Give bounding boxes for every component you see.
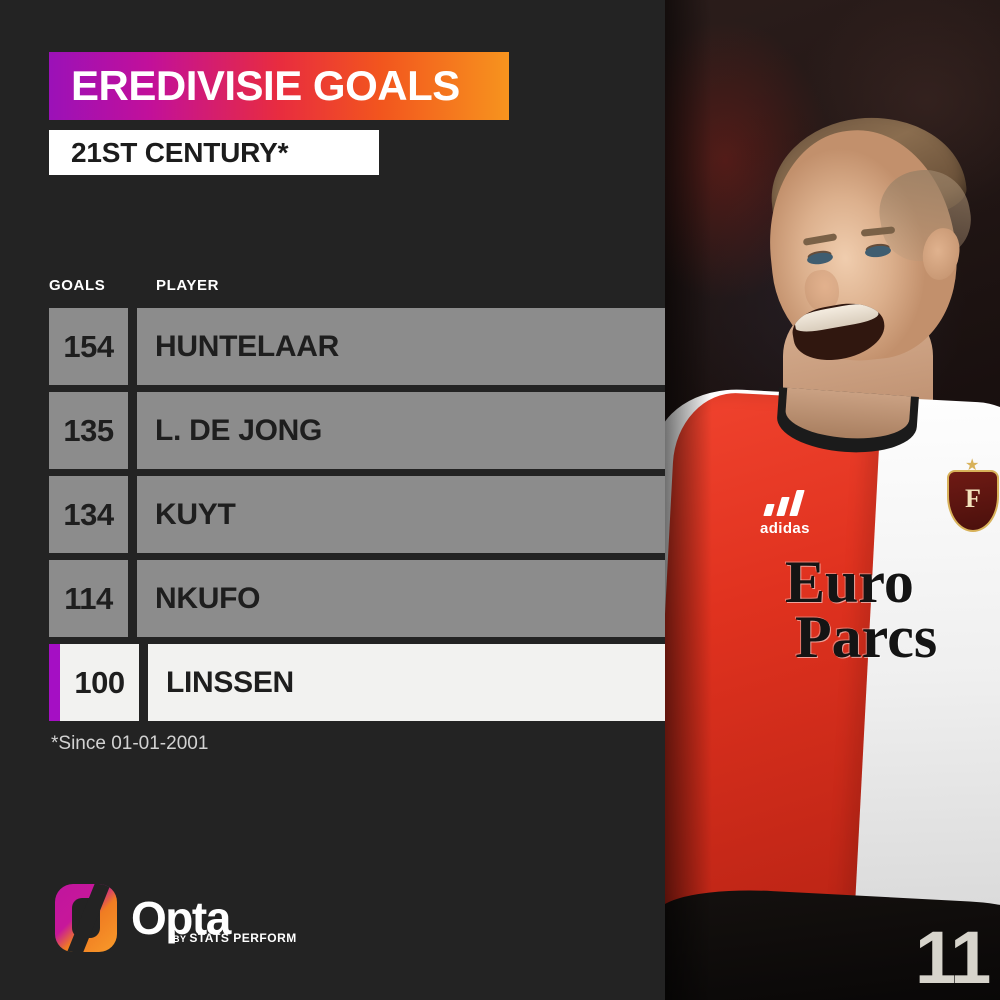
row-goals-value: 135 [49,392,128,469]
column-header-goals: GOALS [49,277,106,294]
opta-logo: Opta BY STATS PERFORM [55,884,296,952]
table-row: 135 L. DE JONG [49,392,665,469]
opta-byline-prefix: BY [173,934,190,944]
column-header-player: PLAYER [156,277,220,294]
row-goals-value: 154 [49,308,128,385]
table-row: 154 HUNTELAAR [49,308,665,385]
subtitle-banner: 21ST CENTURY* [49,130,379,175]
opta-mark-slash [56,884,113,952]
table-row: 134 KUYT [49,476,665,553]
jersey-brand-text: adidas [760,520,810,537]
table-row-highlighted: 100 LINSSEN [49,644,665,721]
page-title: EREDIVISIE GOALS [71,62,460,109]
table-column-headers: GOALS PLAYER [49,277,609,297]
opta-wordmark: Opta [131,892,231,944]
row-gap [128,308,137,385]
opta-wordmark-group: Opta BY STATS PERFORM [131,892,296,945]
opta-byline: BY STATS PERFORM [173,931,297,945]
shorts-number: 11 [915,916,991,999]
jersey-sponsor: Euro Parcs [785,552,1000,671]
row-accent-bar [49,644,60,721]
page-subtitle: 21ST CENTURY* [71,136,289,168]
leaderboard-table: 154 HUNTELAAR 135 L. DE JONG 134 KUYT 11… [49,308,665,728]
row-player-name: HUNTELAAR [137,308,665,385]
footnote: *Since 01-01-2001 [51,733,209,754]
row-player-name: L. DE JONG [137,392,665,469]
adidas-icon [763,490,813,516]
opta-mark-icon [55,884,117,952]
player-photo: adidas Euro Parcs ★ 11 [665,0,1000,1000]
row-goals-value: 114 [49,560,128,637]
row-player-name: NKUFO [137,560,665,637]
row-gap [139,644,148,721]
row-gap [128,476,137,553]
title-banner: EREDIVISIE GOALS [49,52,509,120]
row-goals-value: 134 [49,476,128,553]
jersey-collar-inner [784,387,911,443]
row-player-name: KUYT [137,476,665,553]
row-goals-value: 100 [60,644,139,721]
table-row: 114 NKUFO [49,560,665,637]
opta-byline-text: STATS PERFORM [189,931,297,945]
row-gap [128,392,137,469]
sponsor-line-2: Parcs [795,604,938,671]
row-player-name: LINSSEN [148,644,665,721]
row-gap [128,560,137,637]
